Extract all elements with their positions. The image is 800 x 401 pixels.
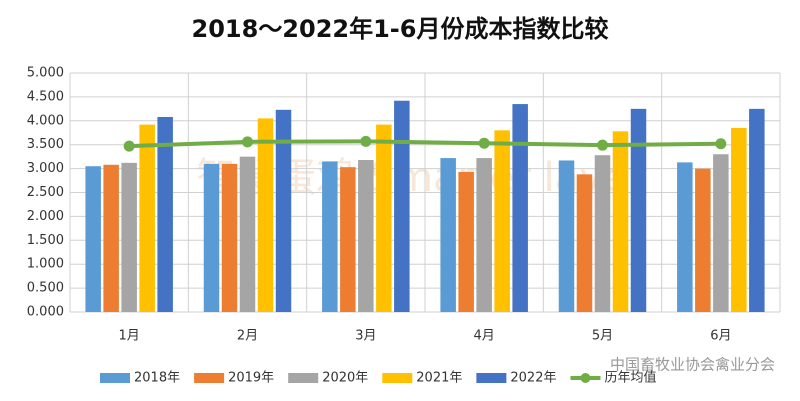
bar <box>731 127 747 312</box>
legend-label: 2020年 <box>322 371 368 386</box>
x-tick-label: 1月 <box>119 329 140 344</box>
bar <box>121 162 137 312</box>
y-tick-label: 3.500 <box>27 137 64 152</box>
bar <box>440 158 456 312</box>
bar <box>576 174 593 312</box>
legend-label: 2021年 <box>416 371 462 386</box>
bar <box>558 160 575 312</box>
bar <box>340 167 356 312</box>
x-tick-label: 3月 <box>355 329 376 344</box>
legend-swatch <box>382 373 413 383</box>
bar <box>257 118 274 312</box>
x-tick-label: 4月 <box>474 329 495 344</box>
y-tick-label: 2.000 <box>27 209 64 224</box>
bar <box>221 163 238 312</box>
bar <box>749 108 765 312</box>
source-mark: 中国畜牧业协会禽业分会 <box>610 356 775 374</box>
bar <box>630 108 647 312</box>
legend-swatch <box>288 373 319 383</box>
bar <box>275 109 292 312</box>
bar <box>713 154 729 312</box>
legend-label: 2022年 <box>510 371 556 386</box>
y-tick-label: 3.000 <box>27 161 64 176</box>
legend-swatch <box>194 373 225 383</box>
legend-label: 2019年 <box>228 371 274 386</box>
bar <box>139 124 155 313</box>
bar <box>85 166 101 312</box>
bar <box>239 156 256 312</box>
bar <box>677 162 693 312</box>
bar <box>594 155 611 312</box>
y-tick-label: 1.500 <box>27 233 64 248</box>
line-marker <box>597 139 608 151</box>
bar <box>612 131 629 312</box>
line-marker <box>478 137 490 149</box>
bar <box>458 171 474 312</box>
bar <box>394 100 410 312</box>
bar <box>103 164 119 312</box>
chart-title: 2018～2022年1-6月份成本指数比较 <box>192 15 609 43</box>
y-tick-label: 5.000 <box>27 66 64 81</box>
bar <box>322 161 338 312</box>
legend-swatch <box>476 373 507 383</box>
y-tick-label: 0.500 <box>27 281 64 296</box>
bar <box>512 104 528 312</box>
bar <box>494 130 510 312</box>
x-tick-label: 6月 <box>710 329 731 344</box>
legend-label: 历年均值 <box>604 370 656 386</box>
line-marker <box>242 136 253 148</box>
legend-marker <box>580 373 591 383</box>
bar <box>157 116 173 312</box>
y-tick-label: 4.000 <box>27 113 64 128</box>
line-marker <box>123 140 135 152</box>
x-tick-label: 5月 <box>592 329 613 344</box>
bar <box>376 124 392 313</box>
bar <box>203 163 220 312</box>
line-marker <box>715 138 727 150</box>
bar <box>358 159 374 312</box>
y-tick-label: 4.500 <box>27 89 64 104</box>
line <box>129 139 721 149</box>
y-tick-label: 1.000 <box>27 257 64 272</box>
y-tick-label: 2.500 <box>27 185 64 200</box>
x-tick-label: 2月 <box>237 329 258 344</box>
y-tick-label: 0.000 <box>27 305 64 320</box>
line-marker <box>360 135 372 147</box>
bar <box>695 168 711 312</box>
bar <box>476 158 492 312</box>
legend-swatch <box>100 373 130 383</box>
legend-label: 2018年 <box>134 371 180 386</box>
